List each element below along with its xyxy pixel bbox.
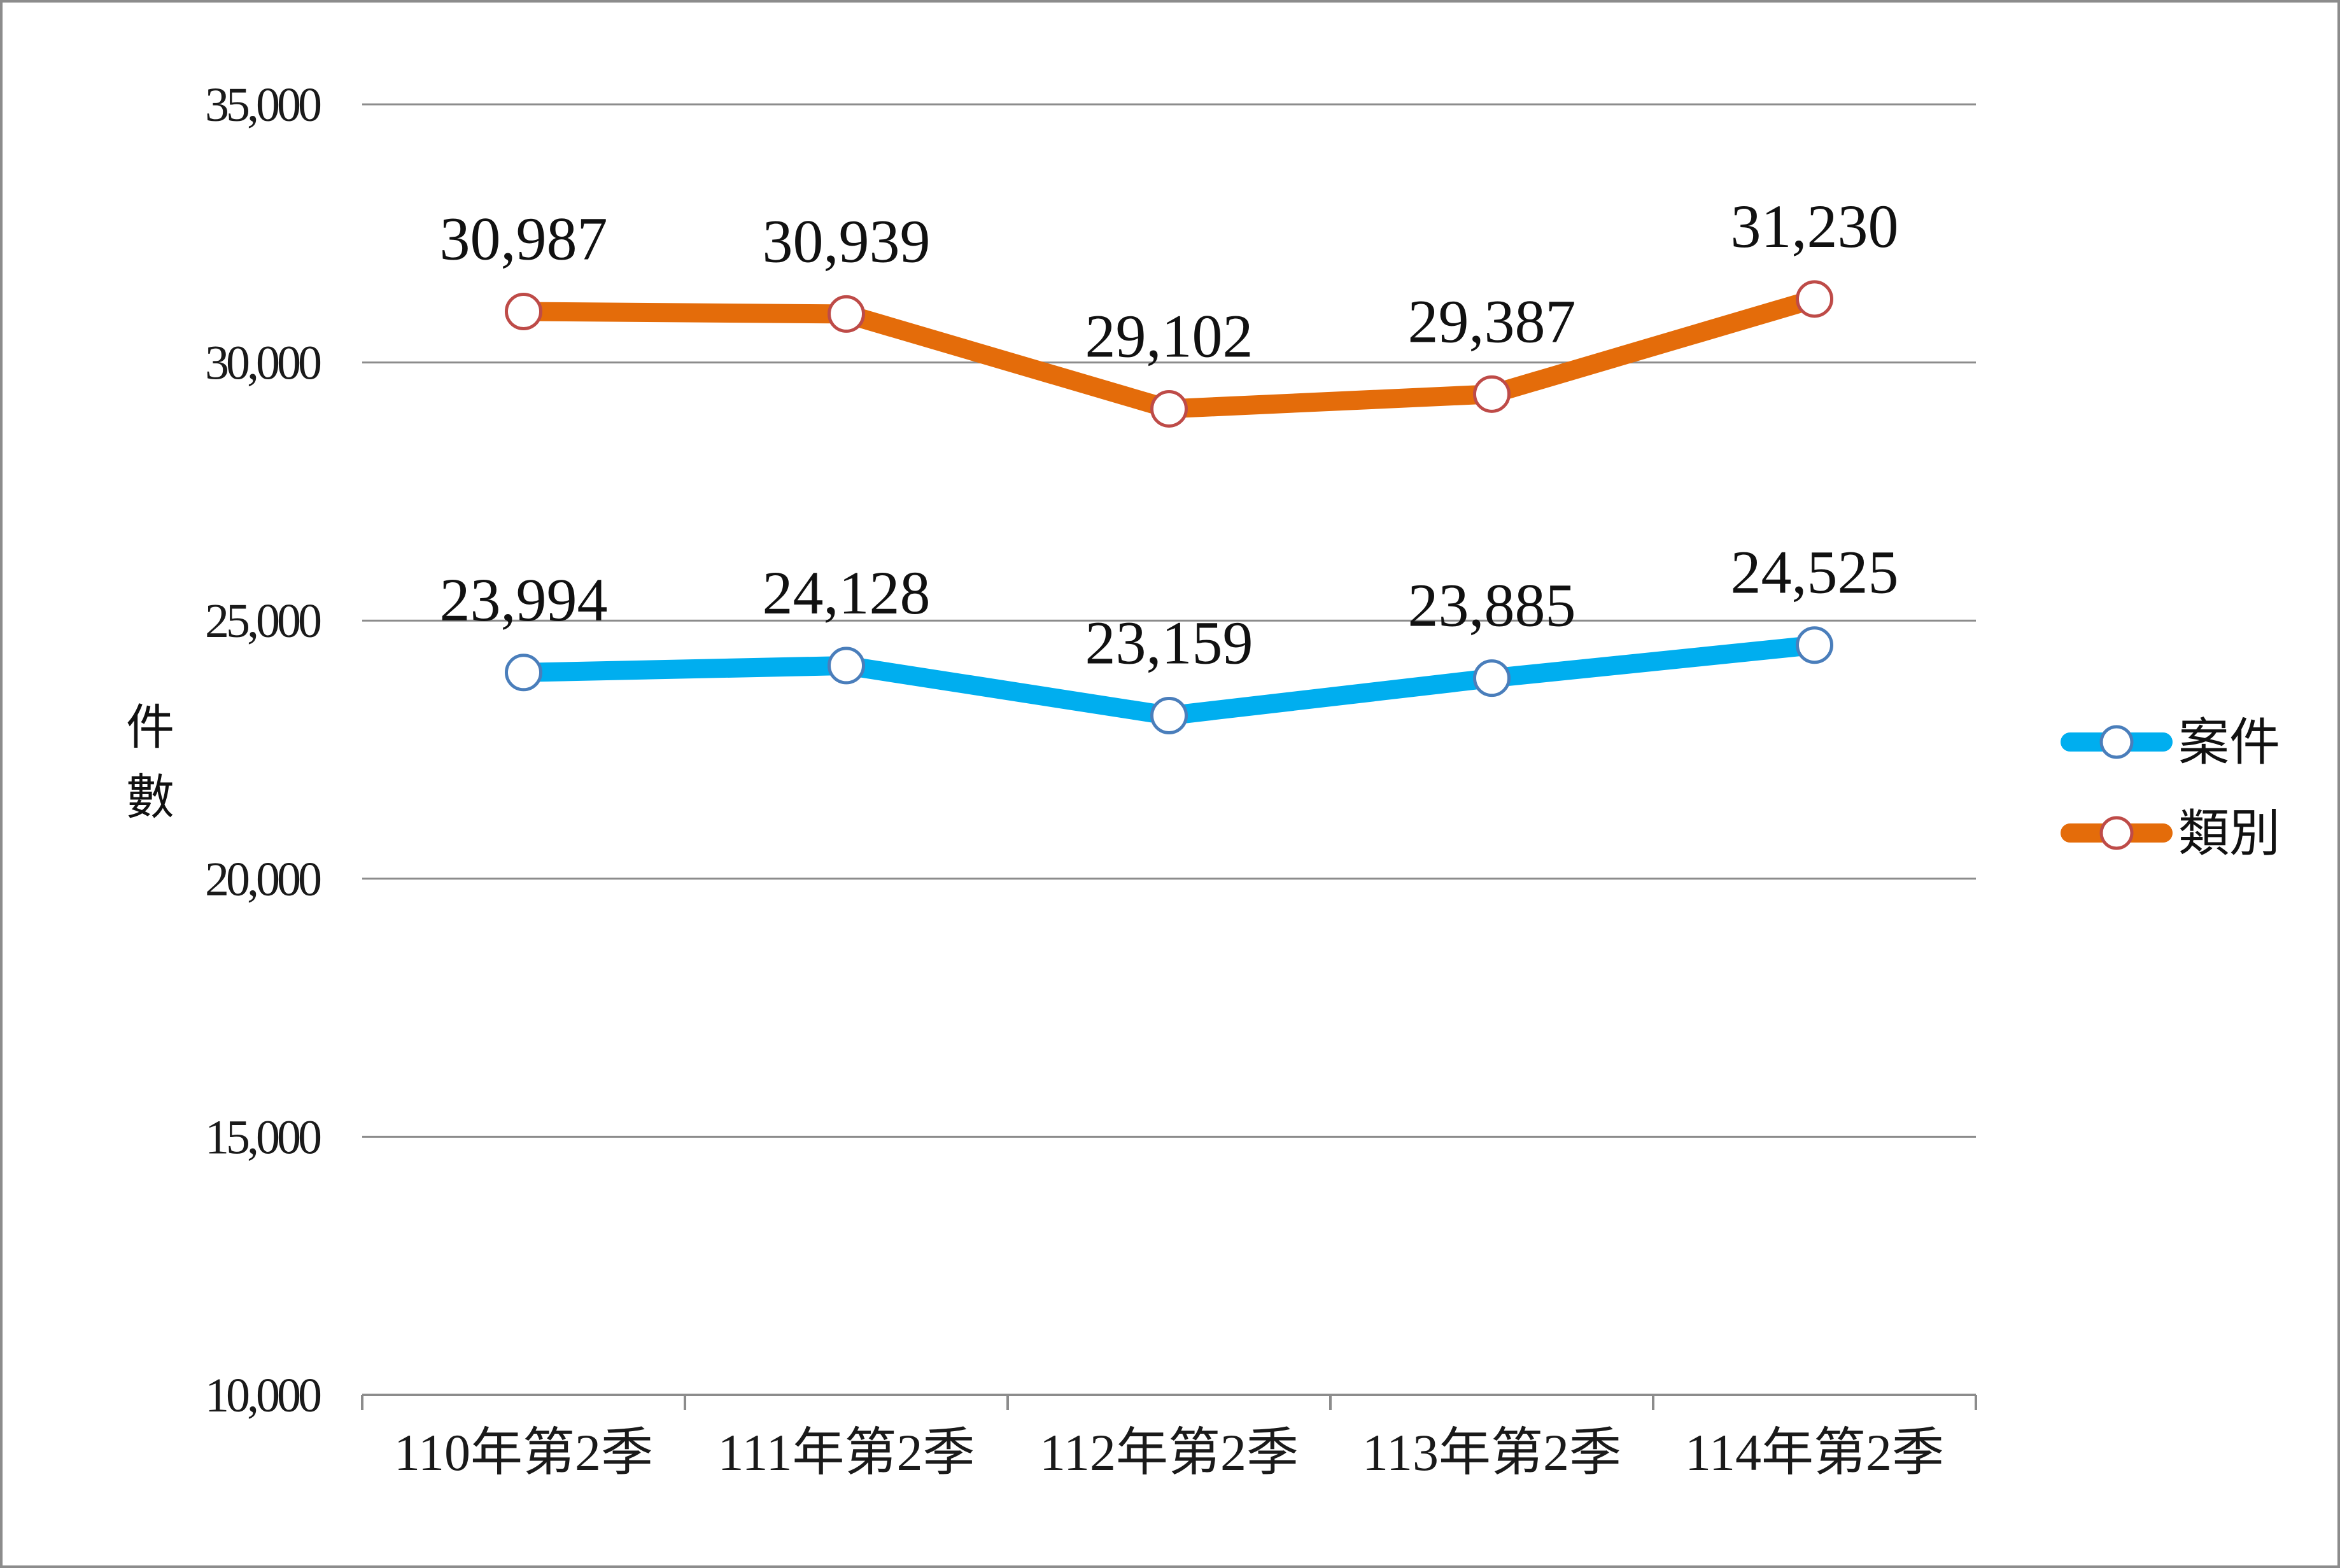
data-label: 23,885 — [1408, 571, 1576, 640]
data-point — [1150, 697, 1188, 735]
y-tick-label: 25,000 — [205, 594, 321, 648]
y-tick-label: 10,000 — [205, 1369, 321, 1422]
data-point — [505, 654, 542, 692]
y-axis-title-char: 件 — [126, 699, 174, 755]
x-tick-label: 111年第2季 — [718, 1424, 975, 1481]
x-axis-tick-labels: 110年第2季 111年第2季 112年第2季 113年第2季 114年第2季 — [394, 1424, 1944, 1481]
line-chart: 10,000 15,000 20,000 25,000 30,000 35,000 110… — [126, 78, 2280, 1481]
data-label: 30,987 — [440, 205, 608, 273]
data-label: 24,128 — [763, 559, 931, 627]
y-axis-title: 件數 — [126, 699, 174, 825]
series-markers — [505, 280, 1833, 735]
data-point — [828, 647, 865, 685]
data-labels: 23,994 24,128 23,159 23,885 24,525 30,987 30,9… — [440, 192, 1899, 677]
x-tick-label: 114年第2季 — [1685, 1424, 1944, 1481]
data-label: 24,525 — [1731, 538, 1899, 606]
x-axis — [361, 1394, 1977, 1410]
data-label: 29,387 — [1408, 287, 1576, 355]
data-label: 30,939 — [763, 207, 931, 275]
x-tick-label: 112年第2季 — [1040, 1424, 1299, 1481]
y-tick-label: 20,000 — [205, 853, 321, 906]
data-label: 23,994 — [440, 566, 608, 634]
legend-marker — [2099, 816, 2134, 850]
legend-marker — [2099, 725, 2134, 759]
x-tick-label: 113年第2季 — [1362, 1424, 1621, 1481]
y-tick-label: 35,000 — [205, 78, 321, 132]
y-tick-label: 15,000 — [205, 1110, 321, 1164]
data-label: 29,102 — [1085, 302, 1253, 370]
data-label: 23,159 — [1085, 609, 1253, 677]
legend-label: 案件 — [2178, 713, 2280, 772]
data-point — [505, 293, 542, 331]
gridlines — [362, 103, 1976, 1138]
data-label: 31,230 — [1731, 192, 1899, 260]
y-axis-title-char: 數 — [126, 769, 174, 825]
y-axis-tick-labels: 10,000 15,000 20,000 25,000 30,000 35,000 — [205, 78, 324, 1422]
legend-label: 類別 — [2178, 804, 2280, 863]
data-point — [1796, 626, 1833, 664]
data-point — [1150, 389, 1188, 428]
data-point — [828, 295, 865, 333]
data-point — [1473, 375, 1511, 413]
data-point — [1796, 280, 1833, 318]
data-point — [1473, 659, 1511, 697]
y-tick-label: 30,000 — [205, 337, 321, 390]
x-tick-label: 110年第2季 — [394, 1424, 653, 1481]
